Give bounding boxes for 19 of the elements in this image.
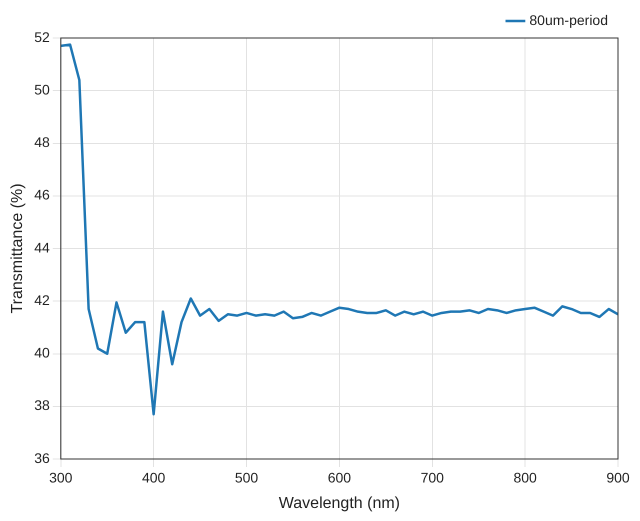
y-tick-label: 46 (34, 186, 50, 203)
x-tick-label: 600 (328, 469, 352, 486)
y-tick-label: 42 (34, 292, 50, 308)
y-tick-label: 44 (34, 239, 50, 256)
y-tick-label: 40 (34, 344, 50, 361)
x-tick-label: 800 (513, 469, 538, 486)
x-tick-label: 900 (606, 469, 630, 486)
x-tick-label: 300 (49, 469, 73, 486)
x-tick-label: 700 (420, 469, 444, 486)
y-tick-label: 38 (34, 397, 50, 414)
x-axis-title: Wavelength (nm) (278, 494, 400, 512)
legend-label: 80um-period (529, 12, 608, 28)
y-tick-label: 50 (34, 81, 50, 98)
y-tick-label: 36 (34, 450, 50, 466)
y-tick-label: 48 (34, 134, 50, 150)
y-tick-label: 52 (34, 28, 50, 45)
x-tick-label: 500 (234, 469, 258, 486)
x-tick-label: 400 (142, 469, 166, 486)
y-axis-title: Transmittance (%) (9, 183, 26, 314)
